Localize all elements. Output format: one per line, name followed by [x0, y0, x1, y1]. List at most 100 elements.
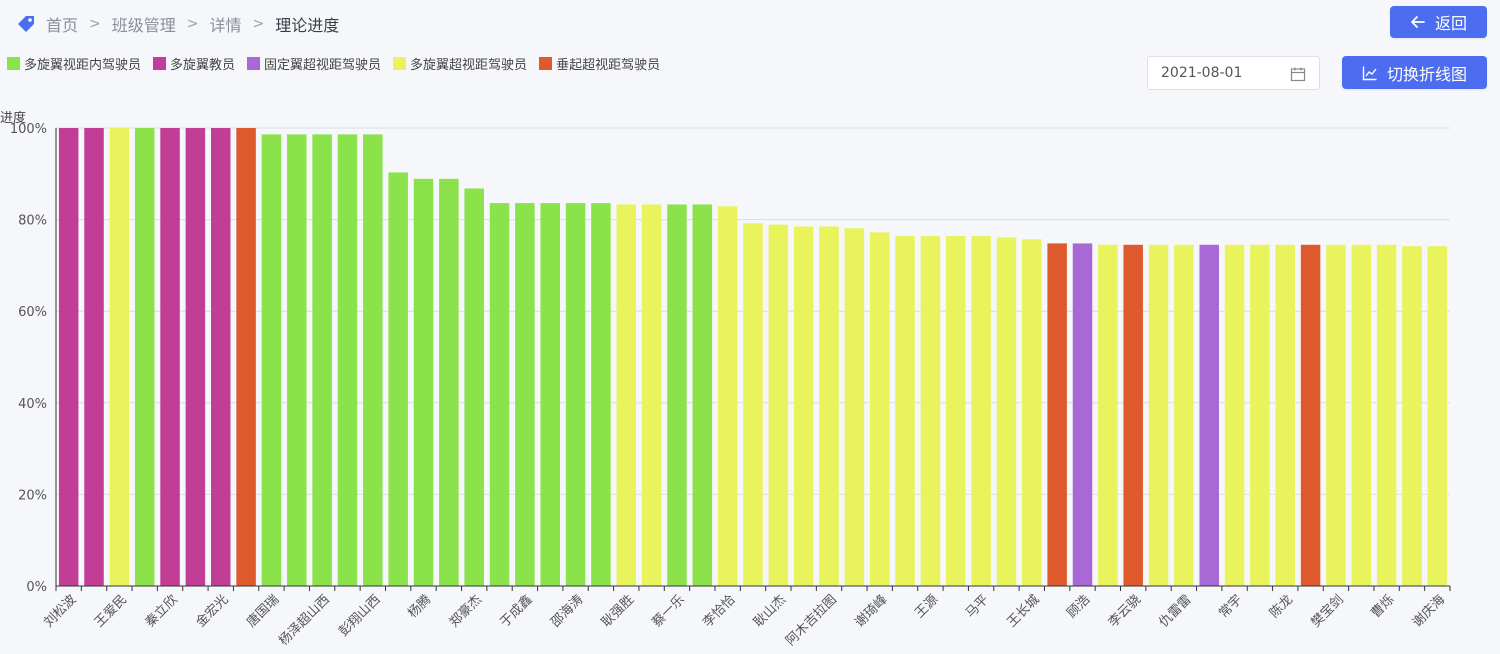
x-tick-label: 杨泽超山西 [276, 592, 333, 649]
x-tick-label: 蔡一乐 [650, 592, 688, 630]
bar[interactable] [591, 203, 611, 586]
bar[interactable] [1376, 244, 1397, 587]
date-picker[interactable]: 2021-08-01 [1147, 56, 1320, 90]
bar[interactable] [160, 128, 180, 586]
bar[interactable] [134, 128, 155, 586]
bar[interactable] [261, 134, 282, 587]
x-tick-label: 金宏光 [193, 592, 232, 631]
legend-label: 多旋翼超视距驾驶员 [410, 57, 528, 73]
x-tick-label: 郑豪杰 [446, 592, 485, 631]
legend-swatch [7, 56, 20, 70]
x-tick-label: 曹烁 [1368, 592, 1397, 621]
x-tick-label: 马平 [963, 592, 992, 621]
bar[interactable] [1275, 244, 1296, 587]
legend-swatch [247, 56, 261, 70]
legend-label: 垂起超视距驾驶员 [556, 57, 661, 73]
x-tick-label: 邵海涛 [548, 592, 587, 631]
x-tick-label: 耿山杰 [751, 592, 789, 630]
legend-swatch [539, 56, 553, 70]
back-button-label: 返回 [1434, 14, 1467, 33]
y-tick-label: 0% [26, 580, 47, 595]
tag-icon [16, 14, 36, 34]
bar[interactable] [337, 134, 358, 587]
bar[interactable] [236, 128, 256, 586]
bar[interactable] [210, 128, 231, 586]
bar[interactable] [692, 204, 713, 586]
x-tick-label: 谢庆海 [1409, 592, 1448, 631]
bar[interactable] [1022, 239, 1042, 586]
bar[interactable] [439, 178, 459, 586]
breadcrumb-home[interactable]: 首页 [46, 16, 79, 35]
legend-label: 多旋翼视距内驾驶员 [24, 57, 142, 73]
bar[interactable] [1199, 244, 1219, 587]
bar[interactable] [743, 223, 763, 586]
bar[interactable] [1402, 246, 1422, 586]
line-chart-icon [1362, 65, 1378, 81]
y-tick-label: 40% [18, 397, 47, 412]
bar[interactable] [312, 134, 332, 587]
bar[interactable] [388, 172, 408, 586]
bar[interactable] [1224, 244, 1245, 587]
bar[interactable] [1072, 243, 1093, 586]
switch-line-chart-label: 切换折线图 [1386, 64, 1467, 84]
bar[interactable] [717, 206, 738, 586]
bar[interactable] [287, 134, 307, 587]
bar[interactable] [971, 236, 991, 586]
switch-line-chart-button[interactable]: 切换折线图 [1342, 56, 1487, 89]
bar[interactable] [185, 128, 206, 586]
breadcrumb-class-management[interactable]: 班级管理 [111, 16, 176, 35]
bar[interactable] [895, 236, 915, 586]
bar[interactable] [793, 226, 814, 586]
bar[interactable] [616, 204, 637, 586]
x-tick-label: 彭翔山西 [336, 592, 383, 639]
bar[interactable] [1326, 244, 1346, 587]
legend-item[interactable]: 多旋翼视距内驾驶员 [7, 54, 141, 73]
x-tick-label: 陈龙 [1266, 592, 1296, 622]
x-tick-label: 于成鑫 [497, 592, 536, 631]
bar[interactable] [413, 178, 434, 586]
bar[interactable] [109, 128, 130, 586]
bar[interactable] [1427, 246, 1448, 586]
date-picker-value: 2021-08-01 [1161, 65, 1243, 81]
calendar-icon [1290, 66, 1306, 82]
bar[interactable] [489, 203, 510, 586]
breadcrumb-details[interactable]: 详情 [209, 16, 242, 35]
bar[interactable] [844, 228, 865, 586]
bar[interactable] [1250, 244, 1270, 587]
bar[interactable] [946, 236, 966, 586]
x-tick-label: 阿木吉拉图 [783, 592, 840, 649]
x-tick-label: 王爱民 [92, 592, 130, 630]
bar[interactable] [565, 203, 586, 586]
back-button[interactable]: 返回 [1390, 6, 1487, 38]
bar[interactable] [363, 134, 383, 587]
x-tick-label: 耿强胜 [599, 592, 637, 630]
bar[interactable] [1351, 244, 1372, 587]
x-tick-label: 刘松波 [41, 592, 79, 630]
bar[interactable] [1300, 244, 1321, 587]
bar[interactable] [540, 203, 560, 586]
bar[interactable] [869, 232, 890, 586]
bar[interactable] [1098, 244, 1118, 587]
bar[interactable] [1174, 244, 1194, 587]
bar[interactable] [920, 236, 941, 586]
x-tick-label: 秦立欣 [143, 592, 181, 630]
bar[interactable] [1123, 244, 1143, 587]
legend-label: 多旋翼教员 [170, 57, 236, 73]
bar[interactable] [819, 226, 839, 586]
breadcrumb-separator: > [186, 16, 199, 32]
bar[interactable] [768, 224, 789, 586]
legend-item[interactable]: 垂起超视距驾驶员 [539, 54, 660, 73]
y-tick-label: 80% [18, 214, 47, 229]
bar[interactable] [464, 188, 484, 586]
bar[interactable] [996, 237, 1017, 586]
legend-item[interactable]: 固定翼超视距驾驶员 [247, 54, 381, 73]
bar[interactable] [1148, 244, 1169, 587]
bar[interactable] [667, 204, 687, 586]
bar[interactable] [1047, 243, 1067, 586]
legend-item[interactable]: 多旋翼超视距驾驶员 [393, 54, 527, 73]
bar[interactable] [515, 203, 535, 586]
bar[interactable] [58, 128, 79, 586]
bar[interactable] [641, 204, 662, 586]
legend-item[interactable]: 多旋翼教员 [153, 54, 235, 73]
bar[interactable] [84, 128, 104, 586]
